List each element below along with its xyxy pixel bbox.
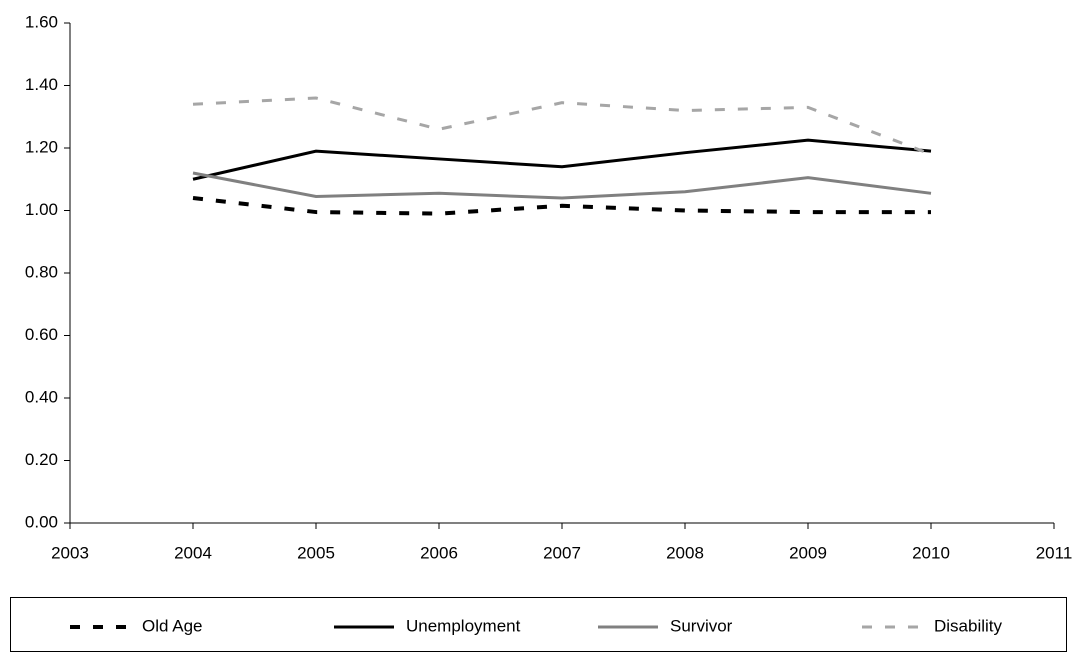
x-tick-label: 2007 bbox=[543, 543, 581, 562]
x-tick-label: 2009 bbox=[789, 543, 827, 562]
x-tick-label: 2011 bbox=[1036, 543, 1073, 562]
y-tick-label: 0.20 bbox=[25, 450, 58, 469]
y-tick-label: 0.00 bbox=[25, 512, 58, 531]
y-tick-label: 0.60 bbox=[25, 325, 58, 344]
y-tick-label: 0.40 bbox=[25, 387, 58, 406]
y-tick-label: 1.40 bbox=[25, 75, 58, 94]
x-tick-label: 2010 bbox=[912, 543, 950, 562]
y-tick-label: 1.00 bbox=[25, 200, 58, 219]
x-tick-label: 2005 bbox=[297, 543, 335, 562]
legend-box bbox=[10, 597, 1067, 652]
x-tick-label: 2008 bbox=[666, 543, 704, 562]
legend-label: Survivor bbox=[670, 616, 733, 635]
series-line bbox=[192, 196, 931, 216]
legend-label: Unemployment bbox=[406, 616, 521, 635]
series-line bbox=[192, 171, 932, 200]
x-tick-label: 2004 bbox=[174, 543, 212, 562]
y-tick-label: 1.60 bbox=[25, 12, 58, 31]
series-line bbox=[192, 138, 932, 181]
x-tick-label: 2003 bbox=[51, 543, 89, 562]
y-tick-label: 0.80 bbox=[25, 262, 58, 281]
y-tick-label: 1.20 bbox=[25, 137, 58, 156]
series-line bbox=[192, 96, 932, 156]
legend-label: Old Age bbox=[142, 616, 203, 635]
legend-label: Disability bbox=[934, 616, 1003, 635]
x-tick-label: 2006 bbox=[420, 543, 458, 562]
